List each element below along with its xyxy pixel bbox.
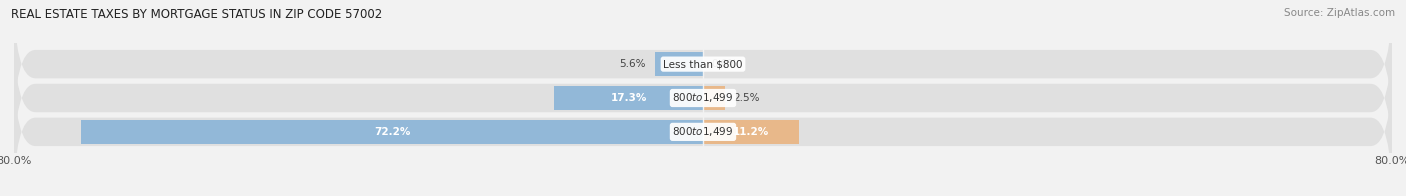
Text: REAL ESTATE TAXES BY MORTGAGE STATUS IN ZIP CODE 57002: REAL ESTATE TAXES BY MORTGAGE STATUS IN … — [11, 8, 382, 21]
Text: 11.2%: 11.2% — [733, 127, 769, 137]
Text: 5.6%: 5.6% — [620, 59, 647, 69]
Bar — [554, 86, 703, 110]
Text: 72.2%: 72.2% — [374, 127, 411, 137]
Text: 0.0%: 0.0% — [711, 59, 738, 69]
Bar — [703, 86, 724, 110]
Text: 17.3%: 17.3% — [610, 93, 647, 103]
FancyBboxPatch shape — [14, 61, 1392, 196]
Text: 2.5%: 2.5% — [733, 93, 759, 103]
Bar — [655, 52, 703, 76]
Bar — [82, 120, 703, 144]
Text: Source: ZipAtlas.com: Source: ZipAtlas.com — [1284, 8, 1395, 18]
Text: Less than $800: Less than $800 — [664, 59, 742, 69]
Bar — [703, 120, 800, 144]
FancyBboxPatch shape — [14, 27, 1392, 169]
FancyBboxPatch shape — [14, 0, 1392, 135]
Text: $800 to $1,499: $800 to $1,499 — [672, 125, 734, 138]
Text: $800 to $1,499: $800 to $1,499 — [672, 92, 734, 104]
